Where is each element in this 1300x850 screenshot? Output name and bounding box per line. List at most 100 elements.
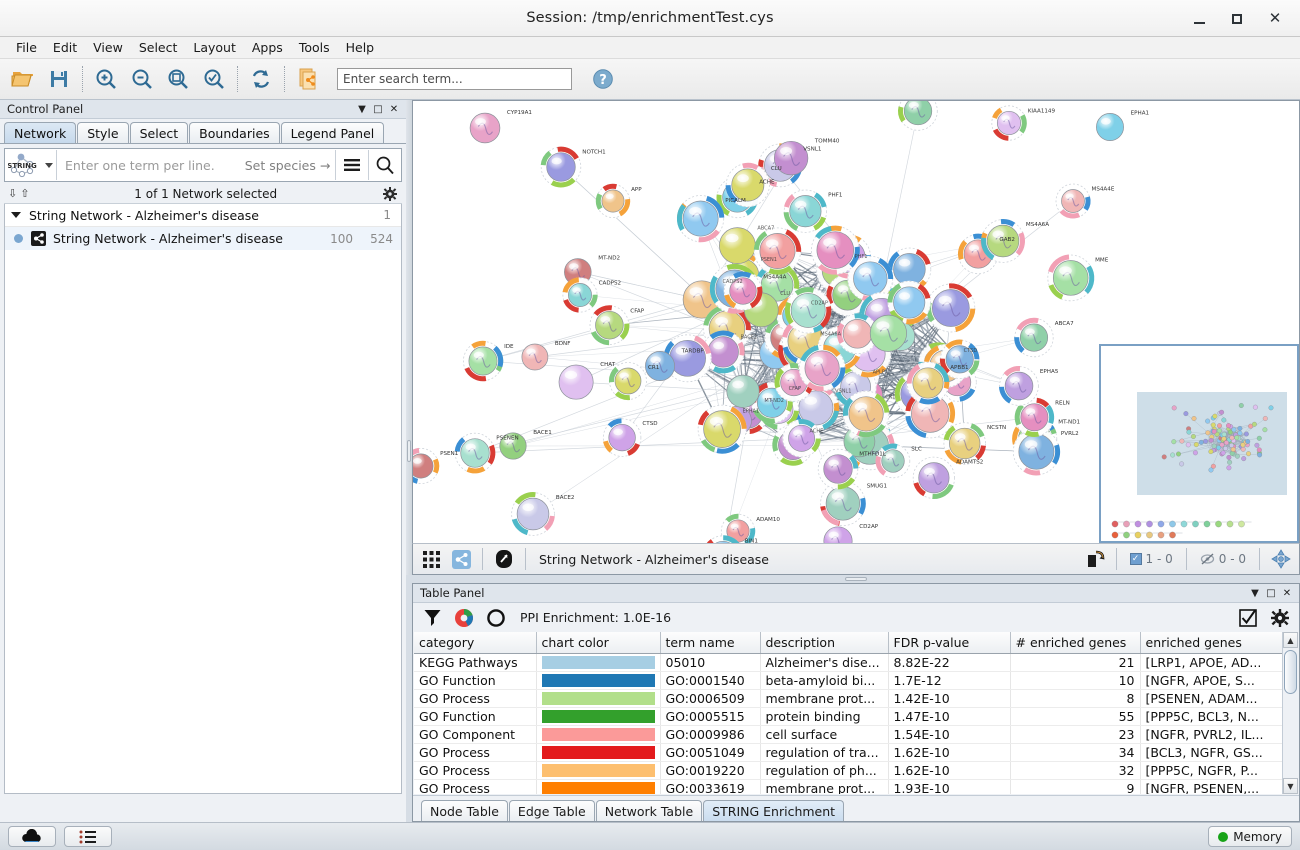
birds-eye-canvas[interactable] xyxy=(1101,346,1297,541)
save-icon[interactable] xyxy=(42,62,76,96)
menu-apps[interactable]: Apps xyxy=(251,40,283,55)
column-header-description[interactable]: description xyxy=(760,632,889,654)
scroll-up-arrow-icon[interactable]: ▲ xyxy=(1283,632,1298,648)
string-logo-icon[interactable]: STRING xyxy=(5,149,45,181)
donut-ring-icon[interactable] xyxy=(484,606,508,630)
tab-style[interactable]: Style xyxy=(77,122,129,143)
close-button[interactable]: ✕ xyxy=(1268,9,1282,27)
vertical-splitter[interactable] xyxy=(406,100,412,575)
enrichment-table-wrapper[interactable]: category chart color term name descripti… xyxy=(414,632,1298,794)
network-canvas[interactable]: MT-ND2 MT-ND1 VSNL1 GAB2 ABCA7 CHAT ACHE NCSTN A… xyxy=(413,101,1299,574)
tab-string-enrichment[interactable]: STRING Enrichment xyxy=(703,800,845,821)
enrichment-table-body[interactable]: KEGG Pathways 05010 Alzheimer's dise... 8.8… xyxy=(414,653,1283,794)
menu-tools[interactable]: Tools xyxy=(298,40,330,55)
table-row[interactable]: GO Process GO:0019220 regulation of ph... 1… xyxy=(414,761,1283,780)
selected-nodes-indicator[interactable]: ✓ 1 - 0 xyxy=(1124,552,1179,566)
search-input[interactable]: Enter search term... xyxy=(337,68,572,90)
zoom-out-icon[interactable] xyxy=(125,62,159,96)
grid-layout-icon[interactable] xyxy=(417,546,445,572)
enrichment-table[interactable]: category chart color term name descripti… xyxy=(414,632,1283,794)
menu-help[interactable]: Help xyxy=(345,40,375,55)
menu-edit[interactable]: Edit xyxy=(52,40,78,55)
scrollbar-thumb[interactable] xyxy=(1284,650,1297,694)
column-header-term-name[interactable]: term name xyxy=(660,632,761,654)
chevron-down-icon[interactable] xyxy=(45,162,53,168)
table-row[interactable]: GO Function GO:0005515 protein binding 1.47… xyxy=(414,707,1283,726)
column-header-category[interactable]: category xyxy=(414,632,537,654)
table-row[interactable]: GO Component GO:0009986 cell surface 1.54E-… xyxy=(414,725,1283,744)
zoom-in-icon[interactable] xyxy=(89,62,123,96)
menu-select[interactable]: Select xyxy=(138,40,178,55)
chevrons-up-icon[interactable]: ⇧ xyxy=(20,187,30,200)
cell-chart-color xyxy=(536,707,661,726)
minimize-button[interactable] xyxy=(1180,4,1218,34)
refresh-icon[interactable] xyxy=(244,62,278,96)
zoom-fit-selected-icon[interactable] xyxy=(197,62,231,96)
selected-edges-indicator[interactable]: 0 - 0 xyxy=(1194,552,1252,566)
menu-file[interactable]: File xyxy=(16,40,37,55)
column-header-enriched-gene-count[interactable]: # enriched genes xyxy=(1010,632,1141,654)
cell-chart-color xyxy=(536,689,661,708)
network-graph[interactable]: MT-ND2 MT-ND1 VSNL1 GAB2 ABCA7 CHAT ACHE NCSTN A… xyxy=(413,101,1299,574)
annotation-tool-icon[interactable] xyxy=(490,546,518,572)
tab-edge-table[interactable]: Edge Table xyxy=(508,800,595,821)
network-tree-root-row[interactable]: String Network - Alzheimer's disease 1 xyxy=(5,204,401,227)
fit-content-icon[interactable] xyxy=(1267,546,1295,572)
network-tree-child-row[interactable]: String Network - Alzheimer's disease 100… xyxy=(5,227,401,250)
filter-icon[interactable] xyxy=(420,606,444,630)
collapse-expand-controls[interactable]: ⇩ ⇧ xyxy=(8,187,29,200)
tab-legend-panel[interactable]: Legend Panel xyxy=(280,122,385,143)
cell-enriched-genes: [NGFR, PSENEN,... xyxy=(1140,779,1283,794)
splitter-grip[interactable] xyxy=(845,577,867,581)
table-vertical-scrollbar[interactable]: ▲ ▼ xyxy=(1282,632,1298,794)
float-panel-icon[interactable]: □ xyxy=(1266,587,1276,599)
checkbox-checked-icon[interactable] xyxy=(1236,606,1260,630)
column-header-fdr-pvalue[interactable]: FDR p-value xyxy=(888,632,1011,654)
gear-icon[interactable] xyxy=(382,186,398,202)
splitter-grip[interactable] xyxy=(407,440,411,462)
memory-button[interactable]: Memory xyxy=(1208,826,1292,847)
gear-icon[interactable] xyxy=(1268,606,1292,630)
expand-triangle-icon[interactable] xyxy=(11,212,21,218)
table-row[interactable]: GO Process GO:0033619 membrane prot... 1.93… xyxy=(414,779,1283,794)
tab-network[interactable]: Network xyxy=(4,122,77,143)
column-header-enriched-genes[interactable]: enriched genes xyxy=(1140,632,1283,654)
tab-select[interactable]: Select xyxy=(129,122,189,143)
network-tree-list[interactable]: String Network - Alzheimer's disease 1 S… xyxy=(4,204,402,794)
close-panel-icon[interactable]: ✕ xyxy=(389,103,399,115)
birds-eye-view[interactable] xyxy=(1099,344,1299,543)
horizontal-splitter[interactable] xyxy=(412,575,1300,583)
string-term-input[interactable]: Enter one term per line. Set species → xyxy=(57,158,335,173)
table-row[interactable]: GO Function GO:0001540 beta-amyloid bi... 1… xyxy=(414,671,1283,690)
chevrons-down-icon[interactable]: ⇩ xyxy=(8,187,18,200)
set-species-link[interactable]: Set species → xyxy=(244,157,331,173)
menu-view[interactable]: View xyxy=(93,40,123,55)
table-row[interactable]: KEGG Pathways 05010 Alzheimer's dise... 8.8… xyxy=(414,653,1283,672)
menu-layout[interactable]: Layout xyxy=(193,40,236,55)
search-icon[interactable] xyxy=(369,149,401,181)
maximize-button[interactable] xyxy=(1218,4,1256,34)
svg-text:CADPS2: CADPS2 xyxy=(599,280,622,286)
tab-node-table[interactable]: Node Table xyxy=(421,800,508,821)
column-header-chart-color[interactable]: chart color xyxy=(536,632,661,654)
tab-network-table[interactable]: Network Table xyxy=(595,800,703,821)
cloud-button[interactable] xyxy=(8,826,56,847)
pie-chart-icon[interactable] xyxy=(452,606,476,630)
open-folder-icon[interactable] xyxy=(6,62,40,96)
network-view[interactable]: MT-ND2 MT-ND1 VSNL1 GAB2 ABCA7 CHAT ACHE NCSTN A… xyxy=(412,100,1300,575)
chevron-down-icon[interactable]: ▼ xyxy=(358,103,366,115)
table-row[interactable]: GO Process GO:0006509 membrane prot... 1.42… xyxy=(414,689,1283,708)
export-image-icon[interactable] xyxy=(1081,546,1109,572)
scroll-down-arrow-icon[interactable]: ▼ xyxy=(1283,778,1298,794)
export-network-icon[interactable] xyxy=(291,62,325,96)
help-icon[interactable]: ? xyxy=(586,62,620,96)
table-row[interactable]: GO Process GO:0051049 regulation of tra...… xyxy=(414,743,1283,762)
share-network-icon[interactable] xyxy=(447,546,475,572)
zoom-fit-network-icon[interactable] xyxy=(161,62,195,96)
float-panel-icon[interactable]: □ xyxy=(373,103,383,115)
task-list-button[interactable] xyxy=(64,826,112,847)
chevron-down-icon[interactable]: ▼ xyxy=(1251,587,1259,599)
hamburger-menu-icon[interactable] xyxy=(336,149,368,181)
close-panel-icon[interactable]: ✕ xyxy=(1282,587,1292,599)
tab-boundaries[interactable]: Boundaries xyxy=(189,122,280,143)
